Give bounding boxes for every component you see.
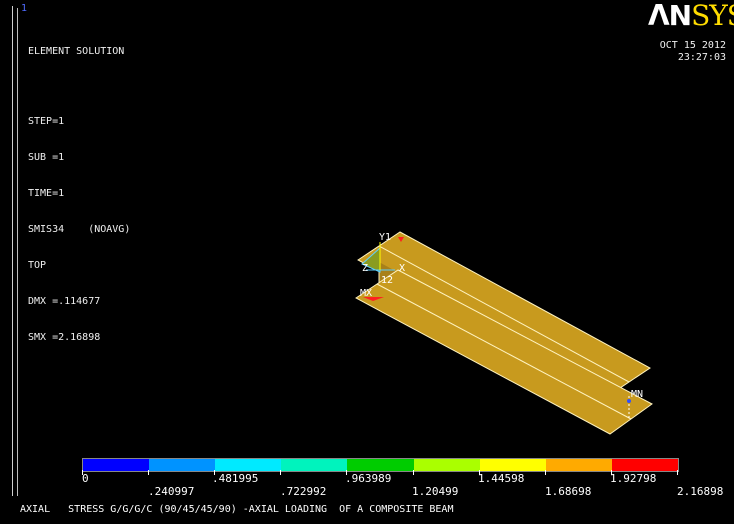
label-node-12: 12 bbox=[381, 275, 393, 286]
legend-tick bbox=[148, 470, 150, 475]
legend-value-4: .963989 bbox=[345, 472, 392, 485]
label-mn: MN bbox=[631, 389, 643, 400]
min-marker bbox=[627, 399, 631, 403]
legend-tick bbox=[214, 470, 216, 475]
info-dmx: DMX =.114677 bbox=[28, 296, 101, 307]
label-x: X bbox=[399, 263, 405, 274]
logo-sys: SYS bbox=[691, 0, 734, 32]
info-time: TIME=1 bbox=[28, 188, 65, 199]
bottom-flange-crease bbox=[376, 283, 632, 420]
timestamp: OCT 15 2012 23:27:03 bbox=[660, 40, 726, 64]
window-number: 1 bbox=[21, 3, 28, 14]
legend-value-7: 1.68698 bbox=[545, 485, 592, 498]
legend-tick bbox=[346, 470, 348, 475]
legend-tick bbox=[280, 470, 282, 475]
legend-band-8 bbox=[611, 459, 678, 471]
legend-value-0: 0 bbox=[82, 472, 89, 485]
legend-value-3: .722992 bbox=[280, 485, 327, 498]
plot-title: AXIAL STRESS G/G/G/C (90/45/45/90) -AXIA… bbox=[20, 504, 454, 515]
label-z: Z bbox=[362, 263, 368, 274]
top-flange-crease bbox=[378, 245, 630, 383]
legend-tick bbox=[478, 470, 480, 475]
date-day: OCT 15 2012 bbox=[659, 40, 726, 51]
legend-band-5 bbox=[413, 459, 480, 471]
viewport-border-inner bbox=[17, 8, 18, 496]
max-marker-2 bbox=[363, 297, 384, 301]
info-step: STEP=1 bbox=[28, 116, 65, 127]
legend-value-8: 1.92798 bbox=[610, 472, 657, 485]
info-item: SMIS34 (NOAVG) bbox=[28, 224, 131, 235]
info-smx: SMX =2.16898 bbox=[28, 332, 101, 343]
max-marker bbox=[398, 237, 404, 242]
legend-band-7 bbox=[545, 459, 612, 471]
legend-tick bbox=[677, 470, 678, 475]
legend-value-1: .240997 bbox=[148, 485, 195, 498]
legend-value-9: 2.16898 bbox=[677, 485, 724, 498]
solution-info: ELEMENT SOLUTION STEP=1 SUB =1 TIME=1 SM… bbox=[28, 22, 130, 356]
legend-ticks bbox=[82, 470, 679, 476]
legend-band-3 bbox=[281, 459, 348, 471]
legend-value-2: .481995 bbox=[212, 472, 259, 485]
date-time: 23:27:03 bbox=[677, 52, 726, 63]
legend-band-2 bbox=[215, 459, 282, 471]
info-sub: SUB =1 bbox=[28, 152, 65, 163]
label-y1: Y1 bbox=[379, 232, 391, 243]
viewport-border-left bbox=[12, 6, 13, 496]
legend-band-6 bbox=[479, 459, 546, 471]
legend-tick bbox=[610, 470, 612, 475]
legend-tick bbox=[544, 470, 546, 475]
legend-value-6: 1.44598 bbox=[478, 472, 525, 485]
logo-an: ΛN bbox=[648, 0, 692, 32]
legend-band-1 bbox=[149, 459, 216, 471]
legend-band-4 bbox=[347, 459, 414, 471]
contour-legend-bar bbox=[82, 458, 679, 472]
info-layer: TOP bbox=[28, 260, 47, 271]
label-mx: MX bbox=[360, 288, 372, 299]
legend-tick bbox=[412, 470, 414, 475]
ansys-logo: ΛNSYS bbox=[648, 2, 734, 30]
legend-tick bbox=[82, 470, 83, 475]
legend-band-0 bbox=[83, 459, 150, 471]
info-title: ELEMENT SOLUTION bbox=[28, 46, 125, 57]
legend-value-5: 1.20499 bbox=[412, 485, 459, 498]
